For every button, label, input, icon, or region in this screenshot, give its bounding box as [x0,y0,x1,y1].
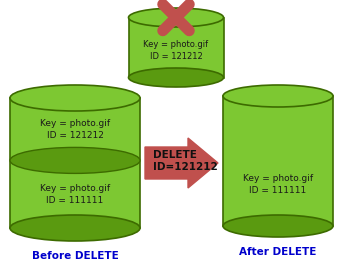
Text: Key = photo.gif
ID = 111111: Key = photo.gif ID = 111111 [40,184,110,205]
Text: Key = photo.gif
ID = 121212: Key = photo.gif ID = 121212 [40,119,110,140]
Bar [223,96,333,226]
Bar [128,17,224,78]
Bar [10,98,140,228]
Text: After DELETE: After DELETE [239,247,317,257]
Ellipse shape [10,147,140,173]
Text: Key = photo.gif
ID = 121212: Key = photo.gif ID = 121212 [144,40,209,61]
Ellipse shape [223,85,333,107]
Ellipse shape [10,85,140,111]
Ellipse shape [128,8,224,27]
Text: Key = photo.gif
ID = 111111: Key = photo.gif ID = 111111 [243,174,313,195]
Ellipse shape [128,68,224,87]
FancyArrow shape [145,138,218,188]
Text: DELETE
ID=121212: DELETE ID=121212 [153,150,218,172]
Text: Before DELETE: Before DELETE [31,251,118,261]
Ellipse shape [223,215,333,237]
Ellipse shape [10,215,140,241]
